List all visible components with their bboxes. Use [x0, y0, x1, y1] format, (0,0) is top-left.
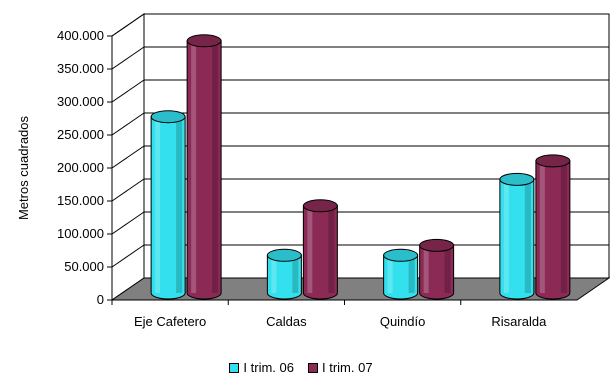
y-tick-label: 300.000: [57, 94, 104, 109]
bar-top-1-2: [266, 248, 302, 262]
y-tick-label: 350.000: [57, 61, 104, 76]
gridline-side: [111, 178, 145, 202]
legend-item-series-1: I trim. 06: [229, 360, 294, 375]
y-tick-label: 50.000: [64, 259, 104, 274]
legend-label-series-1: I trim. 06: [243, 360, 294, 375]
y-axis-title: Metros cuadrados: [16, 115, 31, 220]
bar-top-1-4: [499, 172, 535, 186]
bar-top-2-1: [186, 34, 222, 48]
bar-highlight: [155, 116, 161, 293]
bar-highlight: [191, 40, 197, 293]
legend: I trim. 06 I trim. 07: [0, 360, 610, 375]
y-tick-label: 0: [97, 292, 104, 307]
bar-shadow: [328, 205, 335, 293]
legend-label-series-2: I trim. 07: [322, 360, 373, 375]
y-tick-label: 200.000: [57, 160, 104, 175]
x-tick-label: Quindío: [380, 314, 426, 329]
legend-item-series-2: I trim. 07: [308, 360, 373, 375]
gridline-side: [111, 145, 145, 169]
bar-highlight: [271, 255, 277, 293]
bar-shadow: [444, 245, 451, 293]
gridline-side: [111, 211, 145, 235]
gridline-side: [111, 244, 145, 268]
bar-shadow: [292, 255, 299, 293]
legend-swatch-series-2: [308, 362, 318, 373]
bar-shadow: [524, 179, 531, 293]
bar-highlight: [387, 255, 393, 293]
bar-shadow: [212, 40, 219, 293]
bar-top-2-2: [302, 199, 338, 213]
bar-top-2-4: [535, 154, 571, 168]
legend-swatch-series-1: [229, 362, 240, 373]
gridline-side: [111, 79, 145, 103]
x-tick-label: Eje Cafetero: [134, 314, 206, 329]
bar-shadow: [176, 116, 183, 293]
x-tick-label: Risaralda: [491, 314, 547, 329]
bar-top-2-3: [419, 238, 455, 252]
gridline-side: [111, 112, 145, 136]
y-tick-label: 250.000: [57, 127, 104, 142]
x-tick-label: Caldas: [266, 314, 307, 329]
bar-top-1-1: [150, 110, 186, 124]
y-tick-label: 150.000: [57, 193, 104, 208]
bar-highlight: [307, 205, 313, 293]
bar-highlight: [423, 245, 429, 293]
y-tick-label: 100.000: [57, 226, 104, 241]
bar-shadow: [560, 160, 567, 293]
bar-shadow: [408, 255, 415, 293]
bar-highlight: [503, 179, 509, 293]
bar-top-1-3: [383, 248, 419, 262]
gridline-side: [111, 13, 145, 37]
y-tick-label: 400.000: [57, 28, 104, 43]
gridline-side: [111, 46, 145, 70]
bar-highlight: [539, 160, 545, 293]
floor: [110, 277, 610, 301]
bar-chart-3d: 0 50.000 100.000 150.000 200.000 250.000 300.0…: [16, 13, 610, 329]
